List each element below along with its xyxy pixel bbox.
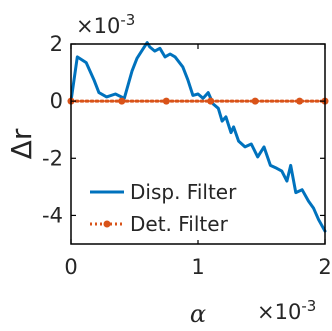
y-tick-label: -2 (42, 146, 63, 170)
x-axis-label: α (190, 300, 206, 328)
y-tick-label: 2 (50, 32, 63, 56)
x-tick-label: 0 (64, 255, 77, 279)
ticks-layer: 0 1 2 -4 -2 0 2 (42, 32, 332, 279)
y-tick-label: -4 (42, 203, 63, 227)
y-axis-label: Δr (5, 128, 38, 159)
legend: Disp. Filter Det. Filter (84, 174, 244, 240)
y-exponent-label: ×10-3 (76, 11, 135, 38)
det-filter-marker (251, 97, 259, 105)
legend-box (84, 174, 244, 240)
legend-label-det-filter: Det. Filter (130, 212, 229, 236)
x-tick-label: 1 (191, 255, 204, 279)
legend-marker-det-filter (103, 220, 111, 228)
x-tick-label: 2 (318, 255, 331, 279)
x-exponent-label: ×10-3 (257, 297, 316, 324)
legend-label-disp-filter: Disp. Filter (130, 180, 237, 204)
y-tick-label: 0 (50, 89, 63, 113)
det-filter-marker (162, 97, 170, 105)
series-line-disp-filter (69, 41, 327, 233)
det-filter-marker (296, 97, 304, 105)
det-filter-marker (207, 97, 215, 105)
det-filter-marker (118, 97, 126, 105)
